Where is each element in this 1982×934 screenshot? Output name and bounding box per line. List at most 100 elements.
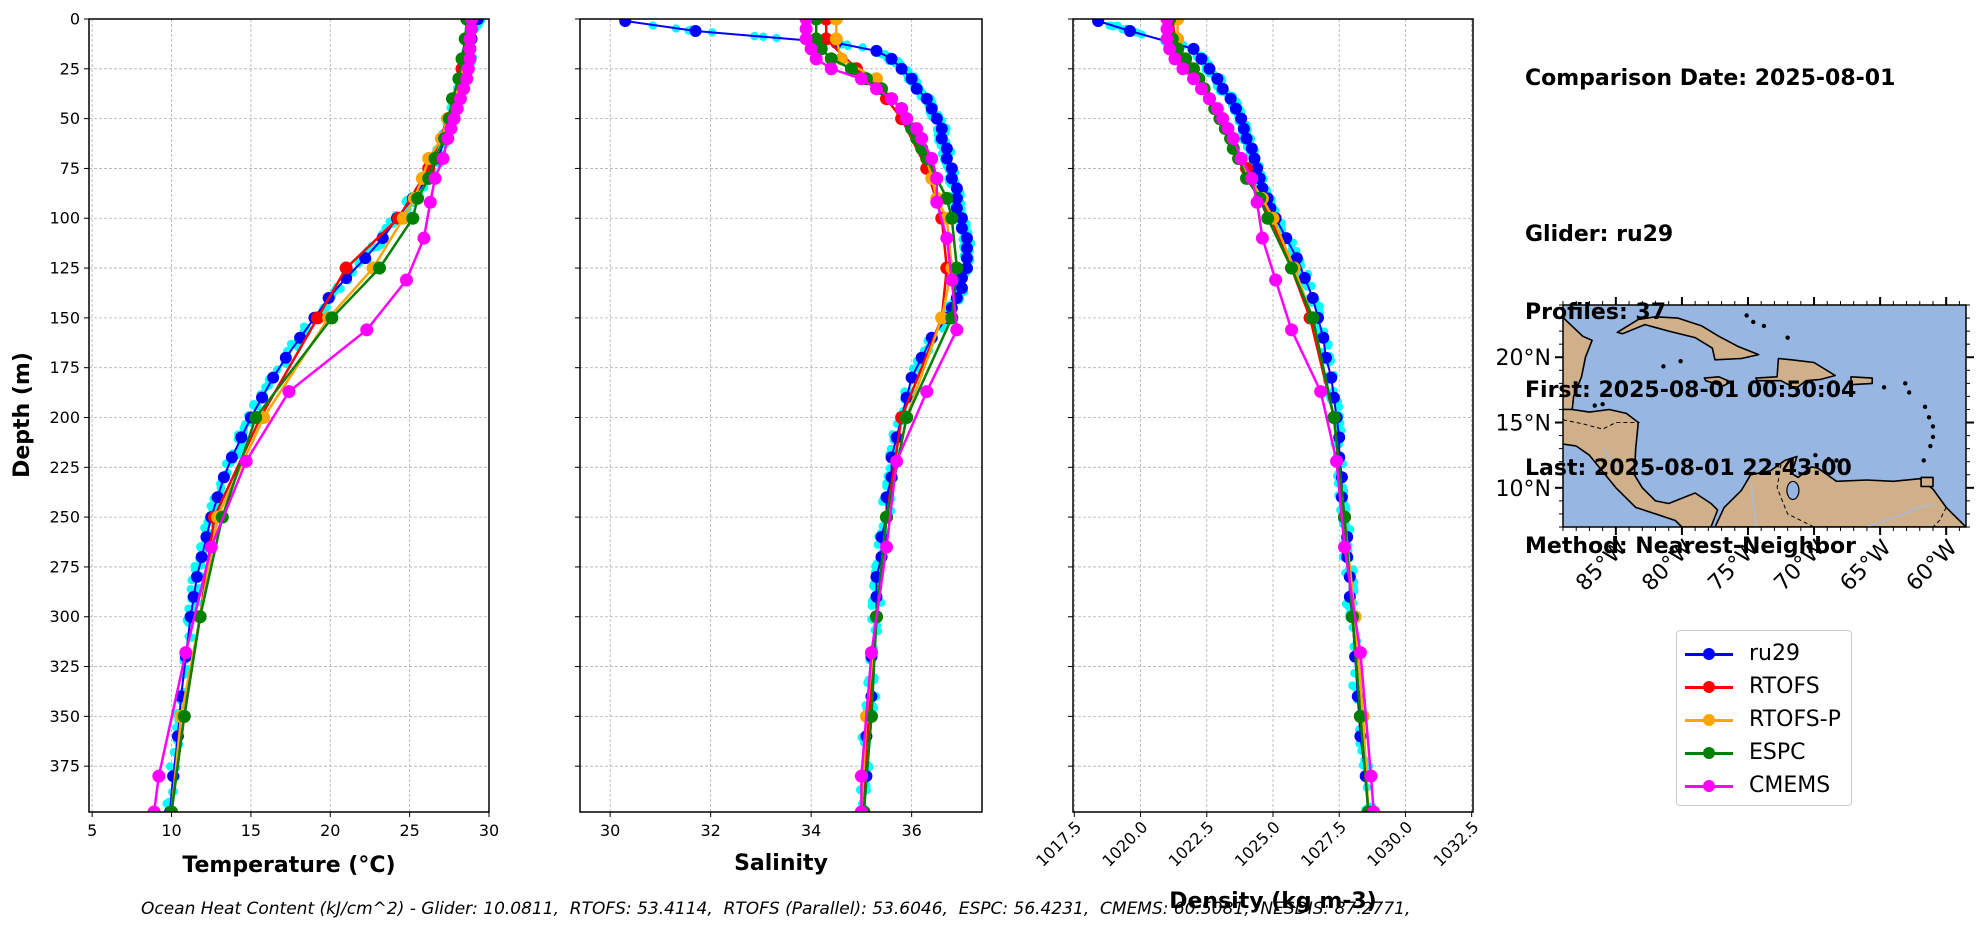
legend-swatch-icon: [1685, 778, 1733, 794]
x-tick-label: 30: [479, 821, 499, 840]
x-tick-label: 32: [700, 821, 720, 840]
data-point-ru29: [225, 451, 238, 464]
y-tick-label: 250: [49, 508, 80, 527]
data-point-cmems: [799, 32, 813, 46]
data-point-cmems: [1255, 231, 1269, 245]
temperature-xlabel: Temperature (°C): [182, 853, 395, 878]
glider-scatter-point: [867, 601, 876, 611]
data-point-cmems: [900, 112, 914, 126]
island: [1928, 443, 1933, 449]
lon-label: 60°W: [1902, 535, 1963, 596]
lat-label: 15°N: [1496, 412, 1551, 437]
legend-item-ru29: ru29: [1685, 637, 1851, 670]
data-point-cmems: [1202, 92, 1216, 106]
data-point-espc: [411, 191, 425, 205]
data-point-espc: [1338, 510, 1352, 524]
method: Method: Nearest-Neighbor: [1525, 534, 1856, 559]
data-point-ru29: [190, 570, 203, 583]
data-point-cmems: [465, 22, 479, 36]
data-point-rtofs: [339, 261, 353, 275]
data-point-ru29: [211, 491, 224, 504]
data-point-espc: [1285, 261, 1299, 275]
data-point-ru29: [955, 212, 968, 225]
island: [1678, 358, 1683, 364]
data-point-cmems: [910, 122, 924, 136]
data-point-rtofs: [819, 32, 833, 46]
data-point-espc: [165, 805, 179, 812]
plot-area: [147, 19, 486, 812]
data-point-cmems: [457, 82, 471, 96]
glider-scatter-point: [1334, 402, 1344, 412]
x-tick-label: 1025.0: [1231, 817, 1284, 870]
data-point-cmems: [428, 171, 442, 185]
y-tick-label: 75: [60, 159, 80, 178]
data-point-cmems: [1250, 195, 1264, 209]
data-point-cmems: [940, 231, 954, 245]
data-point-cmems: [895, 102, 909, 116]
data-point-espc: [177, 709, 191, 723]
data-point-espc: [1353, 709, 1367, 723]
glider-scatter-point: [871, 561, 880, 571]
x-tick-label: 1022.5: [1165, 817, 1218, 870]
series-line-rtofs: [170, 19, 473, 812]
data-point-ru29: [187, 590, 200, 603]
data-point-cmems: [1367, 805, 1381, 812]
data-point-cmems: [1234, 151, 1248, 165]
land-jamaica: [1703, 375, 1732, 387]
legend-item-rtofs: RTOFS: [1685, 670, 1851, 703]
x-tick-label: 1030.0: [1363, 817, 1416, 870]
data-point-cmems: [1269, 273, 1283, 287]
y-tick-label: 350: [49, 707, 80, 726]
data-point-ru29: [195, 550, 208, 563]
island: [1930, 434, 1936, 440]
density-panel: 1017.5 1020.0 1022.5 1025.0 1027.5 1030.0 1032…: [1032, 18, 1483, 870]
data-point-ru29: [1224, 92, 1237, 105]
data-point-espc: [1179, 52, 1193, 66]
data-point-cmems: [179, 646, 193, 660]
data-point-ru29: [1092, 19, 1105, 27]
island: [1881, 385, 1887, 390]
land-puerto-rico: [1850, 375, 1873, 386]
plot-area: [1092, 19, 1381, 812]
data-point-cmems: [1168, 52, 1182, 66]
data-point-ru29: [950, 192, 963, 205]
glider-scatter-point: [162, 799, 171, 808]
data-point-cmems: [444, 122, 458, 136]
data-point-cmems: [463, 32, 477, 46]
legend-item-rtofs-p: RTOFS-P: [1685, 703, 1851, 736]
data-point-cmems: [854, 769, 868, 783]
data-point-ru29: [256, 391, 269, 404]
land-central-america: [1563, 408, 1719, 527]
data-point-ru29: [905, 371, 918, 384]
data-point-ru29: [935, 132, 948, 145]
data-point-cmems: [441, 132, 455, 146]
data-point-rtofs: [819, 19, 833, 26]
region-map: 20°N15°N10°N85°W 80°W 75°W 70°W 65°W 60°W: [1496, 297, 1974, 596]
salinity-xlabel: Salinity: [734, 851, 828, 876]
x-tick-label: 10: [161, 821, 181, 840]
island: [1744, 313, 1749, 318]
data-point-ru29: [1245, 142, 1258, 155]
data-point-cmems: [447, 112, 461, 126]
legend-label: ru29: [1749, 641, 1800, 666]
glider-name: Glider: ru29: [1525, 222, 1674, 247]
data-point-cmems: [915, 132, 929, 146]
data-point-cmems: [152, 769, 166, 783]
legend-swatch-icon: [1685, 679, 1733, 695]
data-point-espc: [824, 52, 838, 66]
data-point-rtofs: [311, 311, 325, 325]
data-point-cmems: [204, 540, 218, 554]
island: [1930, 424, 1936, 429]
legend-swatch-icon: [1685, 712, 1733, 728]
island: [1922, 404, 1928, 410]
data-point-ru29: [1123, 24, 1136, 37]
data-point-ru29: [960, 262, 973, 275]
y-tick-label: 200: [49, 408, 80, 427]
y-tick-label: 325: [49, 657, 80, 676]
axes-frame: [579, 18, 983, 813]
data-point-cmems: [1160, 22, 1174, 36]
island: [1661, 364, 1666, 369]
data-point-cmems: [1330, 454, 1344, 468]
legend-label: CMEMS: [1749, 773, 1831, 798]
land-yucatan: [1563, 316, 1593, 411]
